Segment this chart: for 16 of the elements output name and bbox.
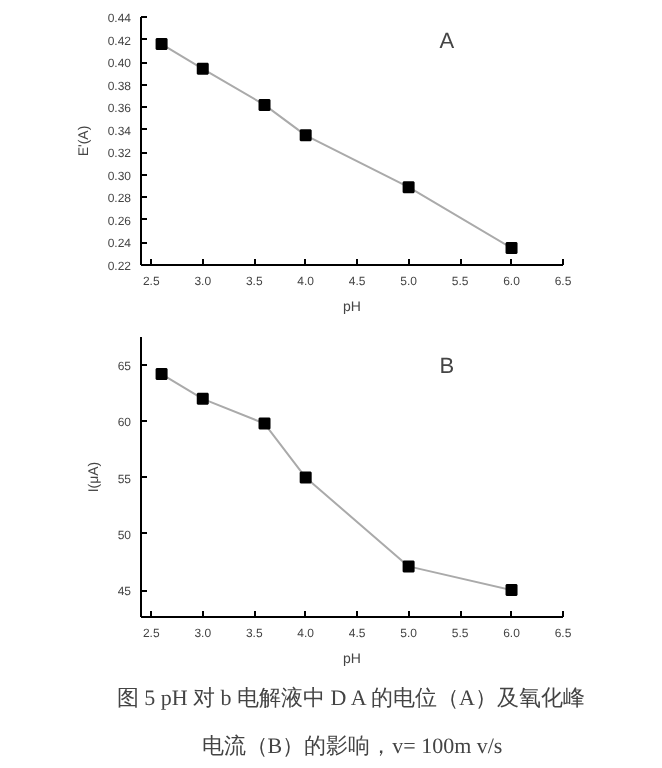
point	[299, 129, 312, 142]
caption: 图 5 pH 对 b 电解液中 D A 的电位（A）及氧化峰	[116, 685, 585, 711]
point	[505, 242, 518, 255]
point	[299, 471, 312, 484]
point	[155, 38, 168, 51]
point	[155, 368, 168, 381]
point	[196, 392, 209, 405]
point	[402, 181, 415, 194]
point	[402, 560, 415, 573]
text: 电流（B）的影响，v= 100m v/s	[201, 733, 503, 759]
point	[258, 417, 271, 430]
point	[196, 62, 209, 75]
point	[505, 584, 518, 597]
annotation: A	[439, 30, 456, 55]
annotation: B	[439, 355, 455, 379]
point	[258, 98, 271, 111]
